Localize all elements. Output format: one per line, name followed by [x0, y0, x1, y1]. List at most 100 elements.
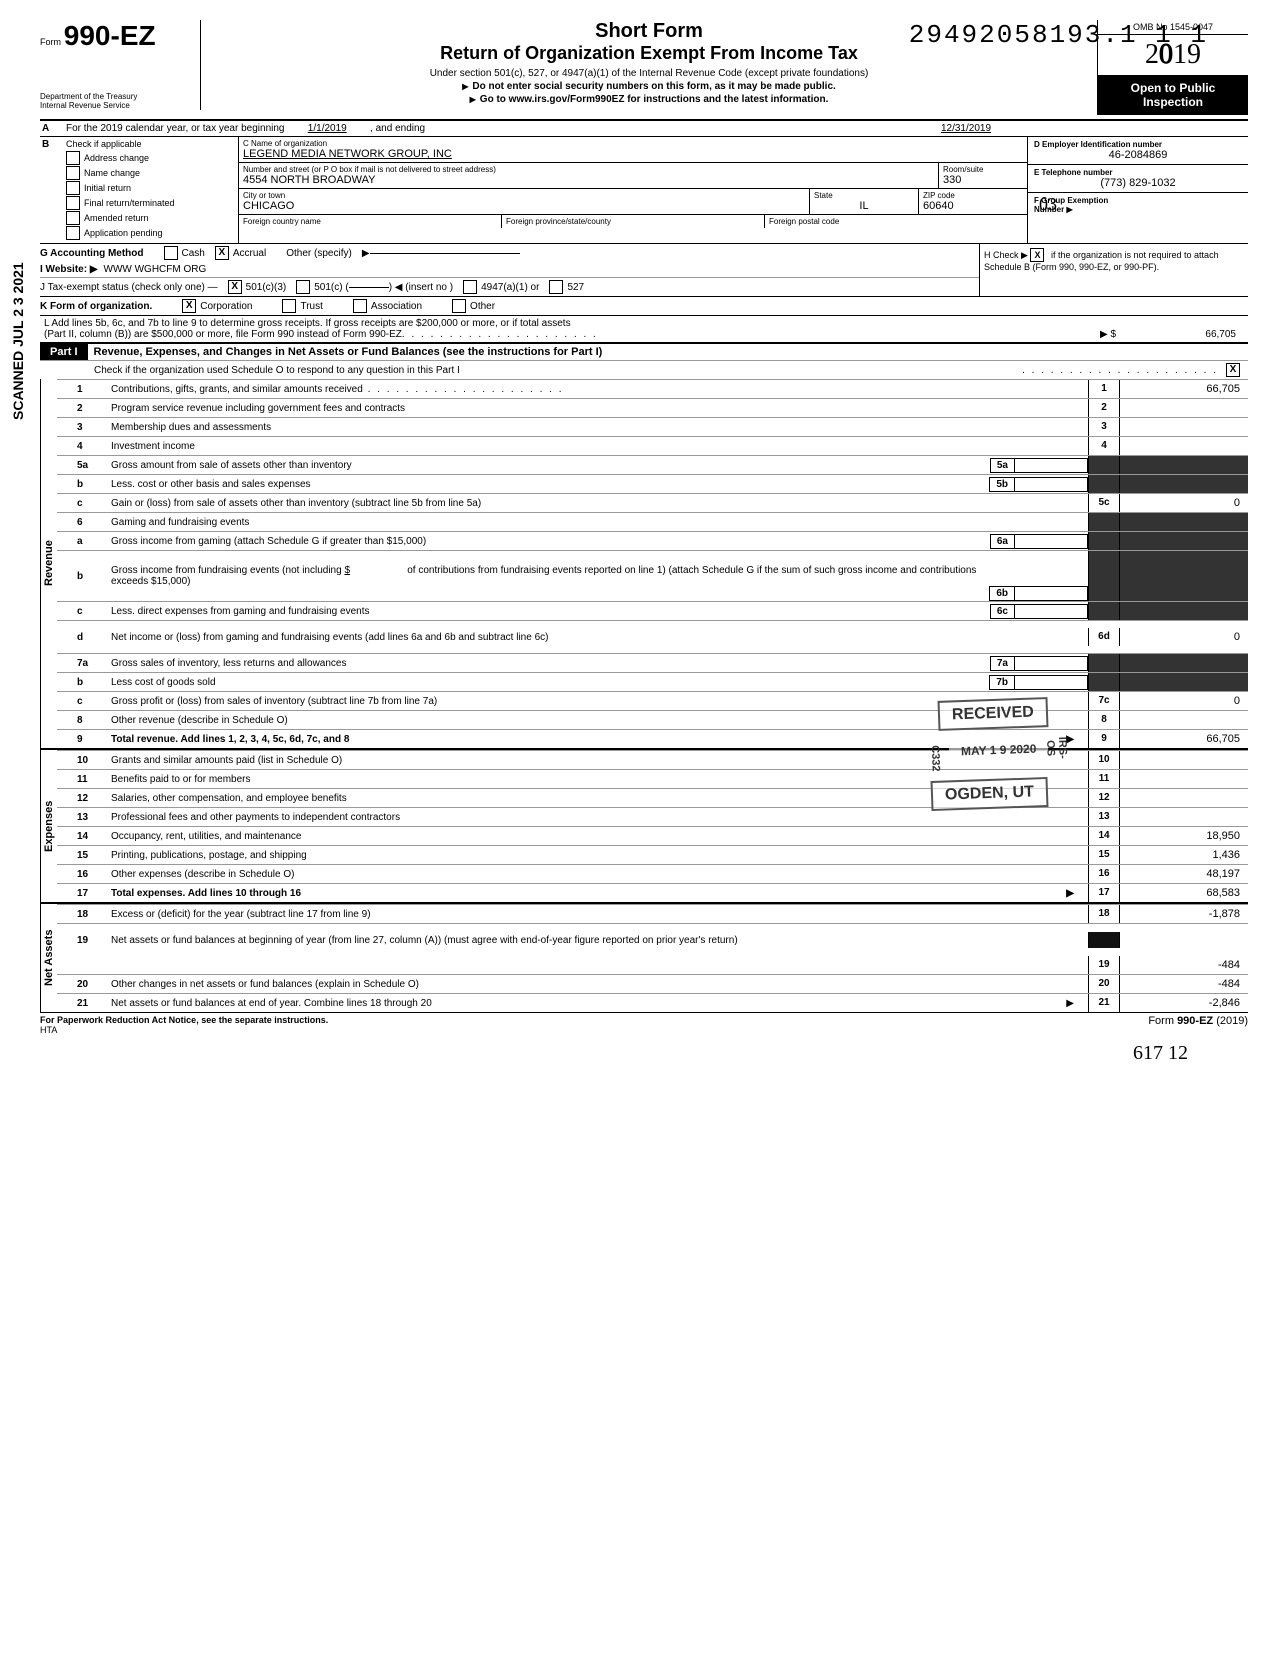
line18-text: Excess or (deficit) for the year (subtra… [107, 907, 1088, 922]
foreign-postal-label: Foreign postal code [769, 217, 1023, 226]
ein-value: 46-2084869 [1034, 149, 1242, 161]
line5a-text: Gross amount from sale of assets other t… [107, 458, 986, 473]
part1-title: Revenue, Expenses, and Changes in Net As… [88, 346, 603, 358]
line9-text: Total revenue. Add lines 1, 2, 3, 4, 5c,… [107, 732, 1088, 747]
line8-amt [1120, 711, 1248, 729]
line19-text: Net assets or fund balances at beginning… [107, 933, 1088, 948]
footer-right: Form 990-EZ (2019) [1148, 1015, 1248, 1035]
c-label: C Name of organization [243, 139, 1023, 148]
state-label: State [814, 191, 914, 200]
foreign-prov-label: Foreign province/state/county [506, 217, 760, 226]
ssn-warning: Do not enter social security numbers on … [211, 81, 1087, 92]
chk-name-change[interactable] [66, 166, 80, 180]
year-end: 12/31/2019 [926, 123, 1006, 134]
chk-501c[interactable] [296, 280, 310, 294]
line6d-amt: 0 [1120, 628, 1248, 646]
line1-text: Contributions, gifts, grants, and simila… [107, 382, 1088, 397]
footer-left: For Paperwork Reduction Act Notice, see … [40, 1015, 328, 1025]
part1-check-text: Check if the organization used Schedule … [90, 363, 1022, 378]
d-label: D Employer Identification number [1034, 140, 1242, 149]
line21-text: Net assets or fund balances at end of ye… [107, 996, 1088, 1011]
line20-amt: -484 [1120, 975, 1248, 993]
revenue-label: Revenue [40, 379, 57, 748]
line21-amt: -2,846 [1120, 994, 1248, 1012]
line17-amt: 68,583 [1120, 884, 1248, 902]
phone-value: (773) 829-1032 [1034, 177, 1242, 189]
line14-amt: 18,950 [1120, 827, 1248, 845]
line1-amt: 66,705 [1120, 380, 1248, 398]
line16-text: Other expenses (describe in Schedule O) [107, 867, 1088, 882]
chk-other-org[interactable] [452, 299, 466, 313]
state-value: IL [814, 200, 914, 212]
line5b-text: Less. cost or other basis and sales expe… [107, 477, 985, 492]
line11-amt [1120, 770, 1248, 788]
line3-amt [1120, 418, 1248, 436]
chk-4947[interactable] [463, 280, 477, 294]
chk-initial-return[interactable] [66, 181, 80, 195]
netassets-label: Net Assets [40, 904, 57, 1012]
line3-text: Membership dues and assessments [107, 420, 1088, 435]
line7b-text: Less cost of goods sold [107, 675, 985, 690]
line13-text: Professional fees and other payments to … [107, 810, 1088, 825]
chk-final-return[interactable] [66, 196, 80, 210]
subtitle: Under section 501(c), 527, or 4947(a)(1)… [211, 68, 1087, 79]
g-other-field[interactable] [370, 253, 520, 254]
scan-stamp: SCANNED JUL 2 3 2021 [10, 262, 26, 420]
line2-text: Program service revenue including govern… [107, 401, 1088, 416]
chk-pending[interactable] [66, 226, 80, 240]
line16-amt: 48,197 [1120, 865, 1248, 883]
line4-text: Investment income [107, 439, 1088, 454]
f-sub: Number ▶ [1034, 205, 1242, 214]
chk-schedule-o[interactable] [1226, 363, 1240, 377]
chk-trust[interactable] [282, 299, 296, 313]
chk-assoc[interactable] [353, 299, 367, 313]
hand-note: 617 12 [1133, 1042, 1188, 1065]
line2-amt [1120, 399, 1248, 417]
tax-year-line: For the 2019 calendar year, or tax year … [64, 121, 1248, 136]
chk-amended[interactable] [66, 211, 80, 225]
i-label: I Website: ▶ [40, 264, 98, 275]
hand-annotation: 03 [1039, 194, 1057, 215]
chk-address-change[interactable] [66, 151, 80, 165]
chk-accrual[interactable] [215, 246, 229, 260]
line7c-amt: 0 [1120, 692, 1248, 710]
line19-amt: -484 [1120, 956, 1248, 974]
irs-label: Internal Revenue Service [40, 101, 180, 110]
j-label: J Tax-exempt status (check only one) — [40, 282, 218, 293]
l-text: L Add lines 5b, 6c, and 7b to line 9 to … [44, 318, 1244, 329]
chk-corp[interactable] [182, 299, 196, 313]
line6a-text: Gross income from gaming (attach Schedul… [107, 534, 986, 549]
l-text2: (Part II, column (B)) are $500,000 or mo… [44, 329, 402, 340]
line17-text: Total expenses. Add lines 10 through 16▶ [107, 886, 1088, 901]
chk-schedule-b[interactable] [1030, 248, 1044, 262]
org-name: LEGEND MEDIA NETWORK GROUP, INC [243, 148, 1023, 160]
zip-label: ZIP code [923, 191, 1023, 200]
label-b: B [40, 137, 64, 243]
street-label: Number and street (or P O box if mail is… [243, 165, 934, 174]
open-public-1: Open to Public [1102, 81, 1244, 95]
line5c-text: Gain or (loss) from sale of assets other… [107, 496, 1088, 511]
chk-cash[interactable] [164, 246, 178, 260]
g-other: Other (specify) [286, 248, 352, 259]
chk-527[interactable] [549, 280, 563, 294]
line12-amt [1120, 789, 1248, 807]
f-label: F Group Exemption [1034, 196, 1242, 205]
l-amount: 66,705 [1116, 329, 1244, 340]
form-number: 990-EZ [64, 20, 156, 51]
line4-amt [1120, 437, 1248, 455]
expenses-label: Expenses [40, 750, 57, 902]
line13-amt [1120, 808, 1248, 826]
line15-text: Printing, publications, postage, and shi… [107, 848, 1088, 863]
line6-text: Gaming and fundraising events [107, 515, 1088, 530]
line7a-text: Gross sales of inventory, less returns a… [107, 656, 986, 671]
website-value: WWW WGHCFM ORG [104, 264, 207, 275]
line10-amt [1120, 751, 1248, 769]
line14-text: Occupancy, rent, utilities, and maintena… [107, 829, 1088, 844]
zip-value: 60640 [923, 200, 1023, 212]
chk-501c3[interactable] [228, 280, 242, 294]
footer-hta: HTA [40, 1025, 57, 1035]
street-value: 4554 NORTH BROADWAY [243, 174, 934, 186]
document-id: 29492058193.1 1 1 [909, 20, 1208, 50]
check-applicable-label: Check if applicable [66, 139, 236, 149]
h-text: H Check ▶ [984, 250, 1028, 260]
